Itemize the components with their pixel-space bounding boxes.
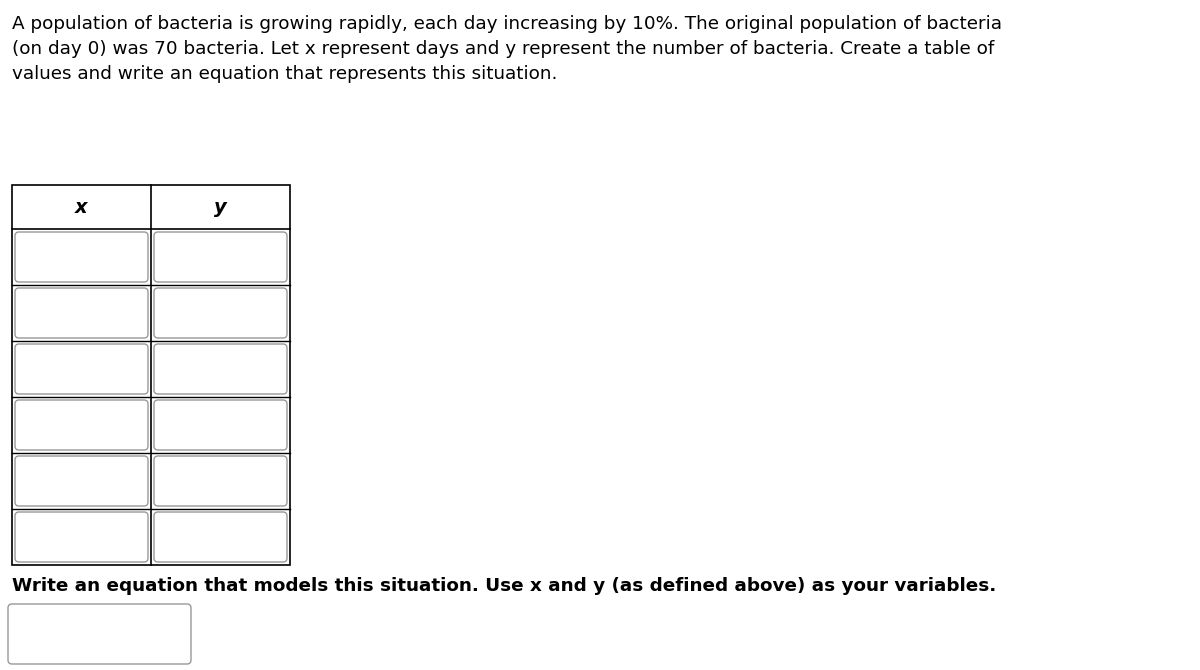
Text: A population of bacteria is growing rapidly, each day increasing by 10%. The ori: A population of bacteria is growing rapi… xyxy=(12,15,1002,83)
Text: y: y xyxy=(214,198,227,216)
FancyBboxPatch shape xyxy=(154,288,287,338)
FancyBboxPatch shape xyxy=(14,456,148,506)
FancyBboxPatch shape xyxy=(14,288,148,338)
FancyBboxPatch shape xyxy=(14,512,148,562)
FancyBboxPatch shape xyxy=(154,512,287,562)
FancyBboxPatch shape xyxy=(14,232,148,282)
Text: x: x xyxy=(76,198,88,216)
FancyBboxPatch shape xyxy=(8,604,191,664)
FancyBboxPatch shape xyxy=(14,344,148,394)
Bar xyxy=(12,185,290,565)
FancyBboxPatch shape xyxy=(154,344,287,394)
FancyBboxPatch shape xyxy=(14,400,148,450)
FancyBboxPatch shape xyxy=(154,456,287,506)
FancyBboxPatch shape xyxy=(154,400,287,450)
Text: Write an equation that models this situation. Use x and y (as defined above) as : Write an equation that models this situa… xyxy=(12,577,996,595)
FancyBboxPatch shape xyxy=(154,232,287,282)
